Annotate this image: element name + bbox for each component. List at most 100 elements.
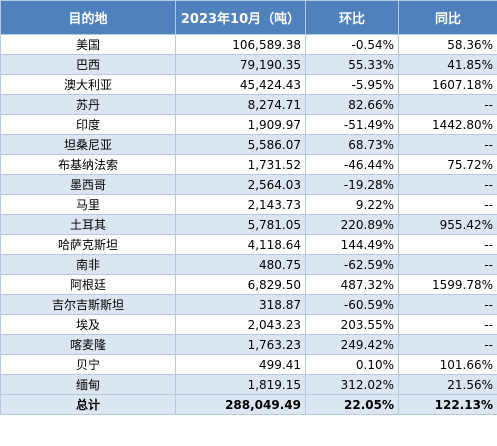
table-cell: 318.87 bbox=[175, 294, 306, 315]
table-cell: 美国 bbox=[0, 34, 176, 55]
table-cell: -- bbox=[398, 334, 497, 355]
table-cell: -- bbox=[398, 174, 497, 195]
table-cell: 203.55% bbox=[305, 314, 399, 335]
header-cell: 同比 bbox=[398, 0, 497, 35]
header-cell: 目的地 bbox=[0, 0, 176, 35]
table-cell: 1,763.23 bbox=[175, 334, 306, 355]
table-row: 南非 480.75 -62.59% -- bbox=[0, 254, 497, 275]
table-cell: 马里 bbox=[0, 194, 176, 215]
table-row: 吉尔吉斯斯坦 318.87 -60.59% -- bbox=[0, 294, 497, 315]
total-cell: 122.13% bbox=[398, 394, 497, 415]
table-row: 喀麦隆 1,763.23 249.42% -- bbox=[0, 334, 497, 355]
table-cell: -- bbox=[398, 134, 497, 155]
table-row: 布基纳法索 1,731.52 -46.44% 75.72% bbox=[0, 154, 497, 175]
table-cell: 79,190.35 bbox=[175, 54, 306, 75]
table-row: 巴西 79,190.35 55.33% 41.85% bbox=[0, 54, 497, 75]
total-cell: 288,049.49 bbox=[175, 394, 306, 415]
table-cell: 312.02% bbox=[305, 374, 399, 395]
table-row: 澳大利亚 45,424.43 -5.95% 1607.18% bbox=[0, 74, 497, 95]
table-cell: 印度 bbox=[0, 114, 176, 135]
table-cell: -19.28% bbox=[305, 174, 399, 195]
table-cell: -- bbox=[398, 254, 497, 275]
table-row: 哈萨克斯坦 4,118.64 144.49% -- bbox=[0, 234, 497, 255]
table-cell: 144.49% bbox=[305, 234, 399, 255]
table-cell: 澳大利亚 bbox=[0, 74, 176, 95]
table-cell: 6,829.50 bbox=[175, 274, 306, 295]
data-table: 目的地 2023年10月（吨） 环比 同比 美国 106,589.38 -0.54% 58.… bbox=[0, 0, 497, 415]
table-cell: 1,819.15 bbox=[175, 374, 306, 395]
table-cell: 2,564.03 bbox=[175, 174, 306, 195]
table-cell: -- bbox=[398, 194, 497, 215]
table-cell: 249.42% bbox=[305, 334, 399, 355]
table-cell: 1607.18% bbox=[398, 74, 497, 95]
header-cell: 2023年10月（吨） bbox=[175, 0, 306, 35]
table-row: 缅甸 1,819.15 312.02% 21.56% bbox=[0, 374, 497, 395]
table-row: 埃及 2,043.23 203.55% -- bbox=[0, 314, 497, 335]
table-cell: 955.42% bbox=[398, 214, 497, 235]
table-cell: 巴西 bbox=[0, 54, 176, 75]
table-row: 土耳其 5,781.05 220.89% 955.42% bbox=[0, 214, 497, 235]
table-cell: 墨西哥 bbox=[0, 174, 176, 195]
table-cell: 9.22% bbox=[305, 194, 399, 215]
table-cell: 哈萨克斯坦 bbox=[0, 234, 176, 255]
table-cell: 布基纳法索 bbox=[0, 154, 176, 175]
total-row: 总计 288,049.49 22.05% 122.13% bbox=[0, 394, 497, 415]
table-cell: -0.54% bbox=[305, 34, 399, 55]
table-cell: 499.41 bbox=[175, 354, 306, 375]
table-cell: 坦桑尼亚 bbox=[0, 134, 176, 155]
table-cell: 阿根廷 bbox=[0, 274, 176, 295]
header-cell: 环比 bbox=[305, 0, 399, 35]
table-row: 马里 2,143.73 9.22% -- bbox=[0, 194, 497, 215]
table-cell: 101.66% bbox=[398, 354, 497, 375]
table-cell: 21.56% bbox=[398, 374, 497, 395]
table-cell: 8,274.71 bbox=[175, 94, 306, 115]
table-row: 苏丹 8,274.71 82.66% -- bbox=[0, 94, 497, 115]
table-cell: 土耳其 bbox=[0, 214, 176, 235]
table-row: 墨西哥 2,564.03 -19.28% -- bbox=[0, 174, 497, 195]
table-cell: -46.44% bbox=[305, 154, 399, 175]
table-cell: -62.59% bbox=[305, 254, 399, 275]
table-row: 贝宁 499.41 0.10% 101.66% bbox=[0, 354, 497, 375]
table-cell: -- bbox=[398, 94, 497, 115]
table-cell: 106,589.38 bbox=[175, 34, 306, 55]
table-cell: 2,043.23 bbox=[175, 314, 306, 335]
table-body: 美国 106,589.38 -0.54% 58.36% 巴西 79,190.35 55.33… bbox=[0, 34, 497, 415]
table-cell: 41.85% bbox=[398, 54, 497, 75]
header-row: 目的地 2023年10月（吨） 环比 同比 bbox=[0, 0, 497, 35]
table-cell: 68.73% bbox=[305, 134, 399, 155]
table-header: 目的地 2023年10月（吨） 环比 同比 bbox=[0, 0, 497, 35]
table-cell: 487.32% bbox=[305, 274, 399, 295]
total-cell: 22.05% bbox=[305, 394, 399, 415]
table-cell: 5,586.07 bbox=[175, 134, 306, 155]
table-cell: 2,143.73 bbox=[175, 194, 306, 215]
table-cell: 5,781.05 bbox=[175, 214, 306, 235]
table-cell: 吉尔吉斯斯坦 bbox=[0, 294, 176, 315]
table-row: 阿根廷 6,829.50 487.32% 1599.78% bbox=[0, 274, 497, 295]
table-cell: -- bbox=[398, 294, 497, 315]
table-cell: 0.10% bbox=[305, 354, 399, 375]
table-cell: 南非 bbox=[0, 254, 176, 275]
table-cell: 1442.80% bbox=[398, 114, 497, 135]
table-cell: -- bbox=[398, 234, 497, 255]
table-cell: 4,118.64 bbox=[175, 234, 306, 255]
table-cell: 喀麦隆 bbox=[0, 334, 176, 355]
total-cell: 总计 bbox=[0, 394, 176, 415]
table-cell: -5.95% bbox=[305, 74, 399, 95]
table-cell: -51.49% bbox=[305, 114, 399, 135]
table-row: 坦桑尼亚 5,586.07 68.73% -- bbox=[0, 134, 497, 155]
table-cell: 480.75 bbox=[175, 254, 306, 275]
table-cell: 贝宁 bbox=[0, 354, 176, 375]
table-cell: 220.89% bbox=[305, 214, 399, 235]
table-cell: 75.72% bbox=[398, 154, 497, 175]
table-cell: 1,731.52 bbox=[175, 154, 306, 175]
table-cell: -- bbox=[398, 314, 497, 335]
table-cell: 1599.78% bbox=[398, 274, 497, 295]
table-cell: 55.33% bbox=[305, 54, 399, 75]
table-cell: 58.36% bbox=[398, 34, 497, 55]
table-cell: 45,424.43 bbox=[175, 74, 306, 95]
table-cell: 苏丹 bbox=[0, 94, 176, 115]
table-cell: 82.66% bbox=[305, 94, 399, 115]
table-cell: 缅甸 bbox=[0, 374, 176, 395]
table-cell: 埃及 bbox=[0, 314, 176, 335]
